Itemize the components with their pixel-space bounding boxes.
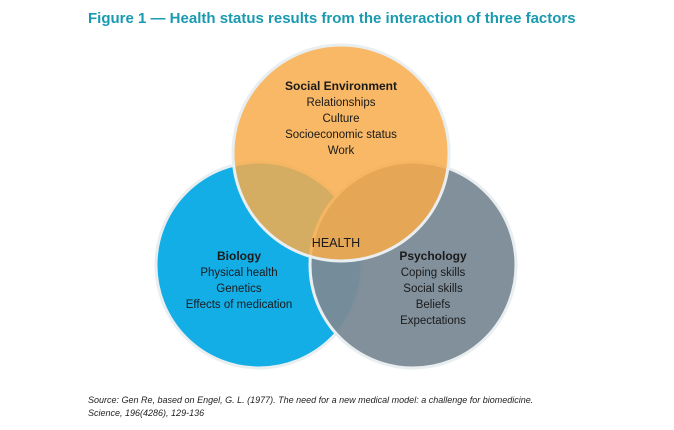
social-environment-heading: Social Environment — [285, 79, 397, 93]
social-environment-item: Culture — [322, 113, 359, 125]
biology-item: Effects of medication — [186, 299, 293, 311]
social-environment-item: Socioeconomic status — [285, 129, 397, 141]
social-environment-circle — [231, 43, 451, 263]
source-line-1: Source: Gen Re, based on Engel, G. L. (1… — [88, 395, 534, 405]
psychology-item: Social skills — [403, 283, 463, 295]
psychology-item: Coping skills — [401, 267, 466, 279]
health-center-label: HEALTH — [312, 236, 360, 250]
psychology-item: Beliefs — [416, 299, 451, 311]
source-citation: Source: Gen Re, based on Engel, G. L. (1… — [88, 394, 648, 420]
figure-title: Figure 1 — Health status results from th… — [88, 10, 576, 27]
psychology-heading: Psychology — [399, 249, 467, 263]
psychology-item: Expectations — [400, 315, 466, 327]
biology-heading: Biology — [217, 249, 261, 263]
social-environment-item: Work — [328, 145, 355, 157]
biology-item: Genetics — [216, 283, 262, 295]
social-environment-item: Relationships — [306, 97, 375, 109]
source-line-2: Science, 196(4286), 129-136 — [88, 408, 205, 418]
biology-item: Physical health — [200, 267, 277, 279]
